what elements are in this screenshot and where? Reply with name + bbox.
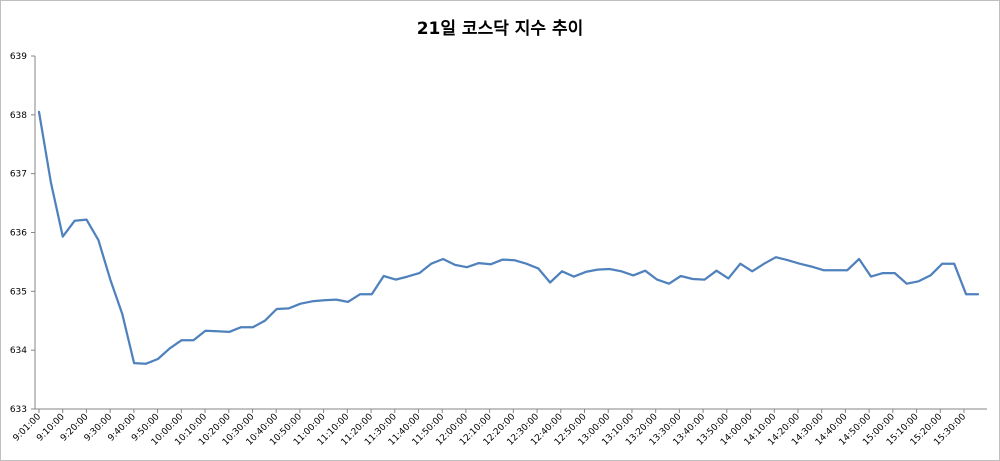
data-point [894, 272, 896, 274]
series-line [37, 110, 980, 365]
data-point [418, 272, 420, 274]
data-point [644, 270, 646, 272]
data-point [359, 293, 361, 295]
data-point [276, 308, 278, 310]
data-point [466, 266, 468, 268]
data-point [799, 263, 801, 265]
data-point [157, 358, 159, 360]
data-point [775, 256, 777, 258]
data-point [561, 270, 563, 272]
data-point [846, 269, 848, 271]
data-point [882, 272, 884, 274]
data-point [656, 278, 658, 281]
data-point [668, 283, 670, 285]
data-point [216, 330, 218, 332]
data-point [74, 220, 76, 222]
y-tick-label: 634 [10, 346, 27, 356]
data-point [977, 293, 979, 295]
data-point [204, 330, 207, 332]
data-point [145, 363, 147, 365]
data-point [870, 276, 872, 278]
data-point [810, 266, 813, 268]
data-point [917, 280, 920, 282]
y-tick-label: 636 [10, 229, 27, 239]
data-point [834, 269, 836, 271]
data-point [323, 299, 325, 301]
data-point [763, 263, 765, 265]
data-point [822, 269, 825, 271]
data-point [50, 181, 52, 184]
data-point [264, 320, 266, 322]
data-point [38, 111, 40, 113]
data-point [478, 262, 480, 264]
data-point [704, 278, 706, 281]
y-tick-label: 633 [10, 405, 27, 415]
series-group [37, 110, 980, 365]
x-tick-labels: 9:01:009:10:009:20:009:30:009:40:009:50:… [12, 409, 968, 448]
data-point [608, 268, 611, 270]
y-tick-label: 638 [10, 111, 27, 121]
data-point [680, 275, 682, 277]
data-point [383, 275, 385, 277]
data-point [228, 331, 230, 333]
data-point [394, 278, 397, 281]
data-point [537, 267, 539, 269]
data-point [85, 218, 88, 221]
data-point [347, 301, 349, 303]
data-point [240, 326, 242, 328]
data-point [490, 263, 492, 265]
y-tick-label: 637 [10, 170, 27, 180]
data-point [335, 298, 337, 301]
data-point [406, 276, 409, 278]
data-point [787, 259, 789, 261]
data-point [906, 283, 908, 285]
axes [34, 56, 987, 410]
data-point [430, 263, 432, 265]
y-tick-label: 635 [10, 287, 27, 297]
data-point [513, 259, 516, 261]
data-point [585, 271, 587, 273]
data-point [311, 300, 313, 302]
data-point [692, 278, 694, 280]
data-point [620, 270, 623, 272]
data-point [715, 270, 718, 272]
y-tick-label: 639 [10, 52, 27, 62]
data-point [181, 339, 183, 341]
data-point [109, 278, 111, 281]
data-point [597, 268, 599, 271]
data-point [858, 258, 860, 260]
data-point [133, 362, 135, 364]
data-point [192, 339, 195, 341]
data-point [549, 281, 551, 284]
data-point [371, 293, 373, 295]
data-point [965, 293, 967, 295]
data-point [941, 263, 943, 265]
data-point [632, 274, 634, 277]
data-point [252, 326, 254, 328]
data-point [169, 347, 171, 350]
data-point [121, 313, 123, 315]
data-point [573, 276, 575, 278]
chart-title: 21일 코스닥 지수 추이 [416, 19, 584, 39]
data-point [739, 263, 741, 265]
data-point [442, 258, 444, 260]
y-tick-labels: 633 634 635 636 637 638 639 [10, 52, 35, 415]
data-point [299, 303, 302, 305]
data-point [454, 264, 456, 266]
data-point [288, 307, 290, 309]
data-point [501, 258, 504, 261]
data-point [525, 263, 527, 265]
data-point [97, 239, 100, 241]
data-point [751, 270, 753, 272]
data-point [62, 236, 64, 238]
data-point [929, 274, 932, 277]
data-point [727, 277, 729, 279]
data-point [953, 263, 955, 265]
